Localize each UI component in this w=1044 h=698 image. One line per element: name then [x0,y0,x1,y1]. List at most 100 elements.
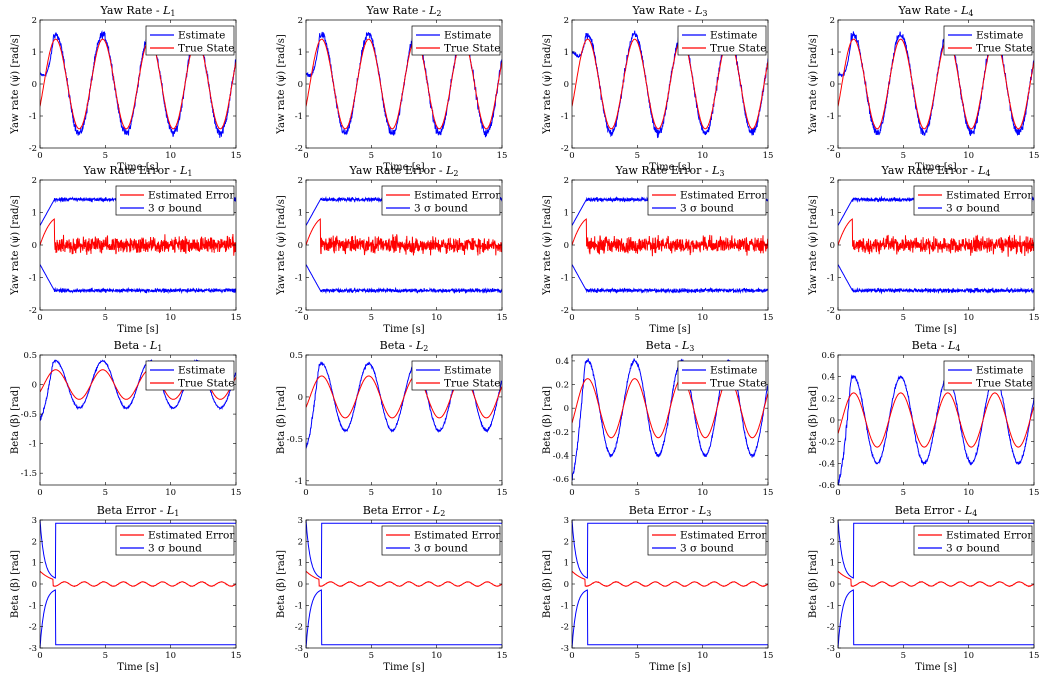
x-tick-label: 10 [963,313,974,323]
series-estimate [838,373,1034,485]
legend-box [381,525,501,556]
y-tick-label: -1 [295,112,303,122]
subplot-title: Yaw Rate Error - L2 [349,164,459,178]
y-tick-label: -3 [561,644,569,654]
y-tick-label: 3 [830,516,835,526]
y-tick-label: 2 [32,16,37,26]
x-tick-label: 15 [763,488,774,498]
y-axis-label: Beta (β) [rad] [808,386,819,454]
y-tick-label: 2 [564,537,569,547]
legend-entry: Estimate [976,30,1023,42]
y-axis-label: Yaw rate (ψ̇) [rad/s] [276,195,287,296]
legend-box [647,525,767,556]
y-tick-label: 0.6 [821,351,835,361]
legend-box [145,360,235,391]
x-axis-label: Time [s] [649,662,690,673]
y-tick-label: -3 [295,644,303,654]
y-tick-label: -1 [827,274,835,284]
x-tick-label: 0 [569,651,574,661]
subplot-title: Beta Error - L4 [895,504,978,518]
legend-entry: Estimated Error [946,190,1033,202]
x-tick-label: 15 [497,313,508,323]
y-tick-label: 0.2 [821,394,835,404]
y-tick-label: 0 [830,580,835,590]
y-tick-label: 2 [32,537,37,547]
legend-box [943,25,1033,56]
y-tick-label: -1.5 [21,469,37,479]
x-tick-label: 10 [165,151,176,161]
y-tick-label: -1 [295,274,303,284]
x-tick-label: 10 [165,488,176,498]
x-tick-label: 0 [835,313,840,323]
y-tick-label: -0.5 [21,410,37,420]
y-tick-label: 0 [564,580,569,590]
y-axis-label: Yaw rate (ψ̇) [rad/s] [808,34,819,135]
y-tick-label: -2 [561,144,569,154]
x-tick-label: 5 [635,651,640,661]
x-tick-label: 5 [635,488,640,498]
subplot-title: Yaw Rate - L2 [365,4,441,18]
subplot-r1-c3: Yaw Rate Error - L4 0 5 10 15 -2 -1 0 1 2 Time [s]… [808,164,1039,335]
subplot-title: Beta Error - L1 [97,504,180,518]
legend-entry: True State [444,43,500,55]
y-tick-label: 1 [830,559,835,569]
legend-entry: Estimate [444,30,491,42]
y-tick-label: 0 [564,404,569,414]
subplot-r0-c2: Yaw Rate - L3 0 5 10 15 -2 -1 0 1 2 Time [s] Yaw ra… [542,4,773,173]
series-bound-upper [40,520,236,579]
plot-area [838,373,1034,485]
y-tick-label: 2 [298,16,303,26]
y-axis-label: Beta (β) [rad] [542,386,553,454]
x-tick-label: 0 [37,488,42,498]
x-tick-label: 5 [103,313,108,323]
x-tick-label: 10 [697,313,708,323]
y-tick-label: 1 [830,209,835,219]
series-error [572,218,768,257]
legend-entry: Estimate [444,365,491,377]
y-axis-label: Yaw rate (ψ̇) [rad/s] [276,34,287,135]
x-tick-label: 15 [497,151,508,161]
legend-entry: 3 σ bound [946,203,1000,215]
x-tick-label: 15 [497,488,508,498]
x-tick-label: 0 [569,151,574,161]
axes-box [305,354,503,486]
y-tick-label: -1 [561,112,569,122]
y-tick-label: 0 [298,580,303,590]
legend-entry: 3 σ bound [414,543,468,555]
legend-entry: Estimated Error [148,190,235,202]
y-tick-label: 0 [564,241,569,251]
x-tick-label: 15 [231,313,242,323]
y-tick-label: -1 [295,477,303,487]
y-axis-label: Beta (β) [rad] [276,386,287,454]
y-tick-label: -1 [561,601,569,611]
x-tick-label: 0 [569,313,574,323]
y-tick-label: -2 [29,144,37,154]
x-tick-label: 5 [901,151,906,161]
x-axis-label: Time [s] [383,324,424,335]
subplot-r3-c1: Beta Error - L2 0 5 10 15 -3 -2 -1 0 1 2 3 Time [s] B… [276,504,507,673]
y-tick-label: 0 [830,416,835,426]
subplot-r1-c2: Yaw Rate Error - L3 0 5 10 15 -2 -1 0 1 2 Time [s]… [542,164,773,335]
subplot-title: Beta - L1 [114,339,163,353]
x-axis-label: Time [s] [649,324,690,335]
y-tick-label: 0.5 [23,351,37,361]
y-tick-label: -2 [827,623,835,633]
x-axis-label: Time [s] [915,662,956,673]
x-tick-label: 15 [497,651,508,661]
legend-entry: Estimated Error [148,530,235,542]
subplot-r2-c1: Beta - L2 0 5 10 15 -1 -0.5 0 0.5 Beta (β) [rad] E… [276,339,507,498]
x-axis-label: Time [s] [915,324,956,335]
x-axis-label: Time [s] [117,662,158,673]
y-tick-label: -1 [827,601,835,611]
y-tick-label: -2 [29,623,37,633]
plot-area [572,520,768,648]
x-tick-label: 0 [303,151,308,161]
series-bound-lower [40,589,236,648]
y-tick-label: 1 [298,48,303,58]
legend-box [115,185,235,216]
y-tick-label: 0 [298,393,303,403]
